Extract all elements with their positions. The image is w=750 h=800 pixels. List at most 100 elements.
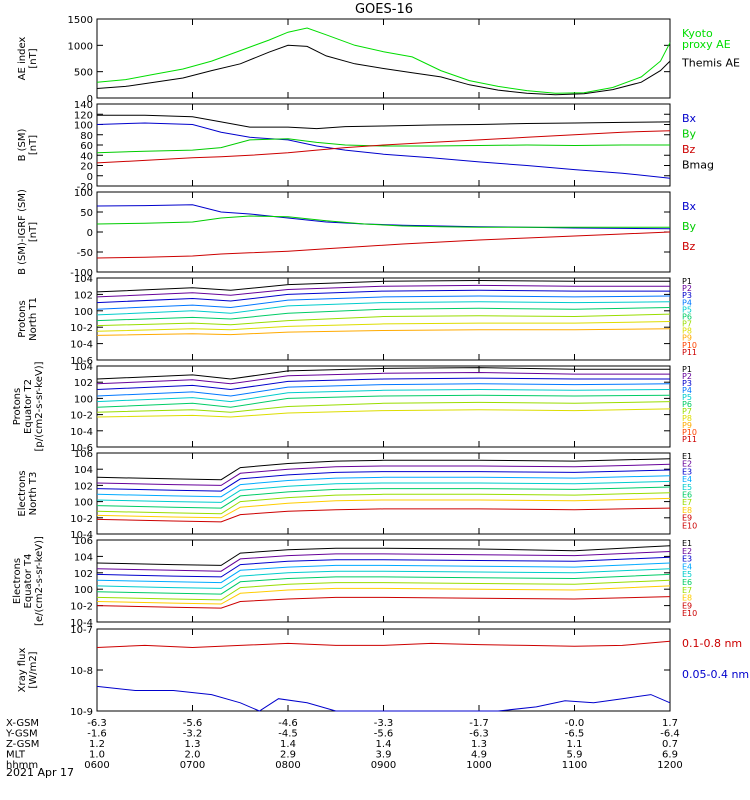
y-axis-label: ProtonsNorth T1 xyxy=(17,297,39,341)
series-line xyxy=(96,568,671,589)
legend-entry-line: P4 xyxy=(682,386,692,395)
legend-entry: Bmag xyxy=(682,159,714,172)
legend-entry-line: P5 xyxy=(682,393,692,402)
series-line xyxy=(96,497,671,519)
legend-entry: P4 xyxy=(682,386,692,395)
legend-entry: E9 xyxy=(682,601,692,610)
series-line xyxy=(96,279,670,293)
orbit-value: -3.2 xyxy=(183,729,203,740)
y-tick-label: 10-6 xyxy=(70,443,93,454)
date-label: 2021 Apr 17 xyxy=(6,766,74,779)
series-line xyxy=(96,138,670,154)
legend-entry-line: E10 xyxy=(682,521,697,530)
y-tick-label: -100 xyxy=(70,268,93,279)
y-tick-label: 102 xyxy=(74,290,93,301)
orbit-value: -4.6 xyxy=(278,718,298,729)
y-tick-label: 102 xyxy=(74,481,93,492)
panel-frame xyxy=(96,18,671,99)
orbit-row-label: Y-GSM xyxy=(5,729,38,740)
panel-frame xyxy=(96,628,671,712)
y-axis-label-line: Equator T2 xyxy=(23,379,34,434)
legend-entry: P10 xyxy=(682,341,697,350)
y-tick-label: 10-4 xyxy=(70,427,93,438)
legend-entry-line: P5 xyxy=(682,305,692,314)
legend-entry: E1 xyxy=(682,539,692,548)
legend-entry-line: 0.1-0.8 nm xyxy=(682,637,742,650)
y-axis-label: ElectronsEquator T4[e/(cm2-s-sr-keV)] xyxy=(12,536,45,626)
legend-entry: P2 xyxy=(682,284,692,293)
legend-entry-line: E9 xyxy=(682,601,692,610)
y-axis-label-line: B (SM)-IGRF (SM) xyxy=(17,189,28,275)
orbit-value: -6.3 xyxy=(87,718,107,729)
orbit-value: 1100 xyxy=(562,760,587,771)
y-tick-label: 500 xyxy=(74,68,93,79)
y-tick-label: 106 xyxy=(74,536,93,547)
legend-entry: P2 xyxy=(682,372,692,381)
orbit-value: 0600 xyxy=(84,760,109,771)
orbit-value: -4.5 xyxy=(278,729,298,740)
y-tick-label: 120 xyxy=(74,110,93,121)
series-line xyxy=(96,394,671,408)
legend-entry-line: By xyxy=(682,128,697,141)
legend-entry-line: E5 xyxy=(682,570,692,579)
series-line xyxy=(96,307,671,322)
legend-entry-line: Bz xyxy=(682,240,696,253)
legend-entry: P8 xyxy=(682,414,692,423)
legend-entry: P1 xyxy=(682,277,692,286)
legend-entry: P3 xyxy=(682,379,692,388)
legend-entry-line: E4 xyxy=(682,562,692,571)
legend-entry-line: P9 xyxy=(682,334,692,343)
legend-entry-line: E1 xyxy=(682,452,692,461)
legend-entry: P6 xyxy=(682,312,692,321)
series-line xyxy=(96,44,671,96)
y-tick-label: 104 xyxy=(74,274,93,285)
y-tick-label: 10-2 xyxy=(70,323,93,334)
series-line xyxy=(96,551,671,572)
orbit-value: 1.3 xyxy=(185,739,201,750)
y-axis-label: B (SM)[nT] xyxy=(17,128,39,161)
series-line xyxy=(96,377,670,391)
y-tick-label: 100 xyxy=(74,307,93,318)
series-line xyxy=(96,640,671,649)
y-tick-label: 80 xyxy=(80,131,93,142)
plot-title: GOES-16 xyxy=(355,2,413,17)
legend-entry-line: P2 xyxy=(682,372,692,381)
orbit-row-label: MLT xyxy=(6,750,26,761)
y-axis-label-line: AE index xyxy=(17,37,28,81)
legend-entry-line: P7 xyxy=(682,407,692,416)
legend-entry-line: E8 xyxy=(682,506,692,515)
legend-entry-line: E7 xyxy=(682,498,692,507)
legend-entry: P5 xyxy=(682,305,692,314)
y-tick-label: 0 xyxy=(87,228,93,239)
y-tick-label: 100 xyxy=(74,188,93,199)
orbit-row-label: hhmm xyxy=(6,760,38,771)
legend-entry: By xyxy=(682,128,697,141)
y-axis-label-line: [nT] xyxy=(28,48,39,68)
y-tick-label: 0 xyxy=(87,94,93,105)
legend-entry: E6 xyxy=(682,491,692,500)
y-axis-label-line: Electrons xyxy=(17,470,28,516)
legend-entry: E9 xyxy=(682,514,692,523)
y-tick-label: 140 xyxy=(74,100,93,111)
legend-entry-line: Bx xyxy=(682,112,697,125)
orbit-row-label: X-GSM xyxy=(6,718,39,729)
panel-ae: 0 500 1000 1500 AE index[nT] Kyoto proxy AE The… xyxy=(17,15,740,105)
orbit-value: 1.1 xyxy=(567,739,583,750)
y-tick-label: 102 xyxy=(74,569,93,580)
y-tick-label: 10-2 xyxy=(70,411,93,422)
orbit-value: 0.7 xyxy=(662,739,678,750)
series-line xyxy=(96,313,671,327)
orbit-value: 0900 xyxy=(371,760,396,771)
y-tick-label: 10-2 xyxy=(70,602,93,613)
legend-entry: Bz xyxy=(682,240,696,253)
legend-entry-line: P1 xyxy=(682,277,692,286)
panel-db: -100 -50 0 50 100 B (SM)-IGRF (SM)[nT] Bx By Bz xyxy=(17,188,697,279)
y-tick-label: 10-4 xyxy=(70,618,93,629)
series-line xyxy=(96,562,671,584)
series-line xyxy=(96,458,671,481)
legend-entry-line: E1 xyxy=(682,539,692,548)
y-tick-label: 50 xyxy=(80,208,93,219)
series-line xyxy=(96,579,671,601)
